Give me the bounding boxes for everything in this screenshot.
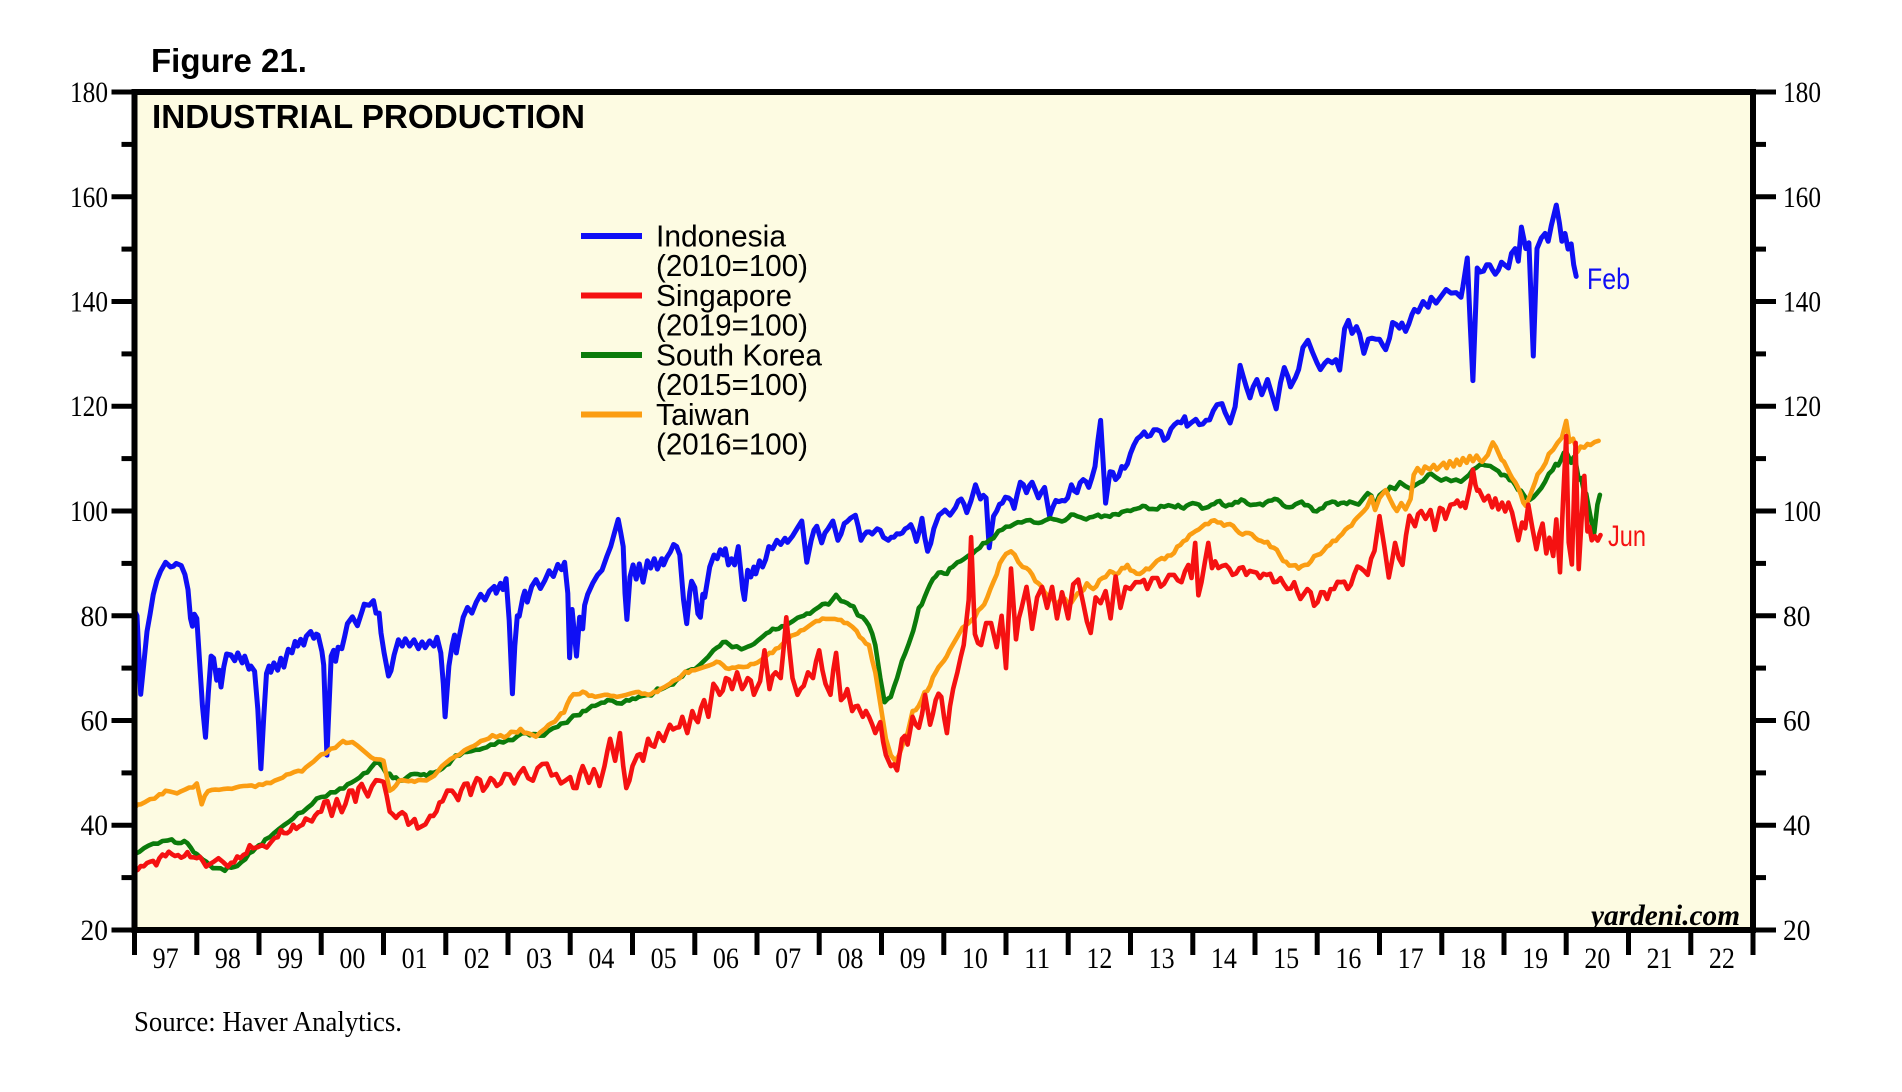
svg-text:180: 180	[70, 76, 108, 109]
svg-text:01: 01	[402, 942, 428, 975]
svg-text:14: 14	[1211, 942, 1237, 975]
svg-text:80: 80	[1783, 600, 1811, 633]
svg-text:18: 18	[1460, 942, 1486, 975]
svg-text:80: 80	[81, 600, 109, 633]
svg-text:(2016=100): (2016=100)	[656, 427, 808, 462]
svg-text:Taiwan: Taiwan	[656, 397, 750, 432]
svg-text:06: 06	[713, 942, 739, 975]
svg-text:40: 40	[81, 809, 109, 842]
svg-text:160: 160	[70, 181, 108, 214]
svg-text:13: 13	[1149, 942, 1175, 975]
svg-text:100: 100	[1783, 495, 1821, 528]
svg-text:22: 22	[1709, 942, 1735, 975]
svg-text:21: 21	[1647, 942, 1673, 975]
svg-text:97: 97	[153, 942, 179, 975]
svg-text:02: 02	[464, 942, 490, 975]
svg-text:160: 160	[1783, 181, 1821, 214]
svg-text:Figure 21.: Figure 21.	[151, 42, 307, 79]
svg-text:99: 99	[277, 942, 303, 975]
svg-text:120: 120	[70, 390, 108, 423]
svg-text:00: 00	[339, 942, 365, 975]
svg-text:INDUSTRIAL PRODUCTION: INDUSTRIAL PRODUCTION	[152, 98, 585, 135]
svg-text:20: 20	[1584, 942, 1610, 975]
svg-text:yardeni.com: yardeni.com	[1588, 899, 1740, 932]
svg-text:19: 19	[1522, 942, 1548, 975]
svg-text:140: 140	[1783, 286, 1821, 319]
svg-text:(2010=100): (2010=100)	[656, 248, 808, 283]
svg-text:60: 60	[81, 705, 109, 738]
svg-text:Source: Haver Analytics.: Source: Haver Analytics.	[134, 1006, 402, 1038]
svg-text:South Korea: South Korea	[656, 338, 823, 373]
svg-text:(2015=100): (2015=100)	[656, 367, 808, 402]
svg-text:04: 04	[588, 942, 614, 975]
svg-text:60: 60	[1783, 705, 1811, 738]
svg-text:Singapore: Singapore	[656, 278, 792, 313]
svg-text:Indonesia: Indonesia	[656, 219, 787, 254]
svg-text:180: 180	[1783, 76, 1821, 109]
svg-text:05: 05	[651, 942, 677, 975]
svg-text:100: 100	[70, 495, 108, 528]
svg-text:120: 120	[1783, 390, 1821, 423]
svg-text:20: 20	[1783, 914, 1811, 947]
svg-text:98: 98	[215, 942, 241, 975]
svg-text:11: 11	[1024, 942, 1050, 975]
svg-text:10: 10	[962, 942, 988, 975]
svg-text:(2019=100): (2019=100)	[656, 308, 808, 343]
svg-text:12: 12	[1086, 942, 1112, 975]
svg-text:08: 08	[837, 942, 863, 975]
svg-text:16: 16	[1335, 942, 1361, 975]
svg-text:03: 03	[526, 942, 552, 975]
svg-text:17: 17	[1398, 942, 1424, 975]
svg-text:15: 15	[1273, 942, 1299, 975]
svg-text:07: 07	[775, 942, 801, 975]
svg-text:40: 40	[1783, 809, 1811, 842]
svg-text:Jun: Jun	[1608, 520, 1646, 553]
svg-text:09: 09	[900, 942, 926, 975]
svg-text:Feb: Feb	[1587, 263, 1630, 296]
svg-text:20: 20	[81, 914, 109, 947]
svg-text:140: 140	[70, 286, 108, 319]
